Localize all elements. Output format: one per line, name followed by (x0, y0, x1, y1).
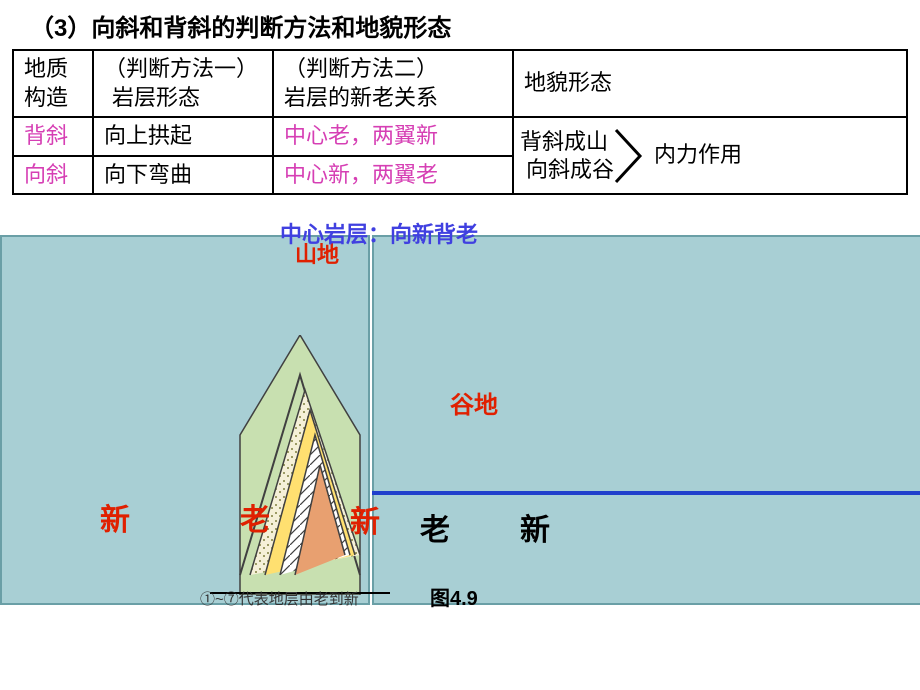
th-method1: （判断方法一） 岩层形态 (93, 50, 273, 117)
figure-caption: 图4.9 (430, 582, 478, 611)
row-syncline-age: 中心新，两翼老 (273, 156, 513, 195)
row-anticline-label: 背斜 (13, 117, 93, 156)
th-method2: （判断方法二） 岩层的新老关系 (273, 50, 513, 117)
method-table: 地质 构造 （判断方法一） 岩层形态 （判断方法二） 岩层的新老关系 地貌形态 … (12, 49, 908, 195)
th-method1-top: （判断方法一） (104, 55, 262, 84)
age-label-old-1: 老 (240, 495, 276, 539)
bracket-icon (614, 126, 650, 186)
valley-label: 谷地 (450, 385, 498, 420)
landform-anticline: 背斜成山 (520, 128, 614, 156)
th-landform: 地貌形态 (513, 50, 907, 117)
th-method2-top: （判断方法二） (284, 55, 502, 84)
cross-section-diagram: 中心岩层：向新背老 山地 谷地 新 老 新 老 新 ①~⑦代表地层由老到新 图4 (0, 195, 920, 615)
landform-syncline: 向斜成谷 (520, 156, 614, 184)
age-label-new-2: 新 (350, 497, 386, 541)
th-method2-bot: 岩层的新老关系 (284, 84, 502, 113)
age-label-old-2: 老 (420, 505, 456, 549)
row-syncline-label: 向斜 (13, 156, 93, 195)
center-rock-label: 中心岩层：向新背老 (280, 217, 478, 249)
row-anticline-shape: 向上拱起 (93, 117, 273, 156)
sky-panel-right (372, 235, 920, 605)
age-label-new-3: 新 (520, 505, 556, 549)
row-anticline-age: 中心老，两翼新 (273, 117, 513, 156)
water-line-2 (740, 491, 920, 495)
page-title: （3）向斜和背斜的判断方法和地貌形态 (0, 0, 920, 43)
row-syncline-shape: 向下弯曲 (93, 156, 273, 195)
landform-force: 内力作用 (654, 141, 742, 170)
water-line-1 (372, 491, 772, 495)
strata-layers (210, 335, 390, 595)
th-structure: 地质 构造 (13, 50, 93, 117)
legend-note: ①~⑦代表地层由老到新 (200, 588, 359, 609)
th-method1-bot: 岩层形态 (104, 84, 262, 113)
age-label-new-1: 新 (100, 495, 136, 539)
landform-cell: 背斜成山 向斜成谷 内力作用 (513, 117, 907, 194)
